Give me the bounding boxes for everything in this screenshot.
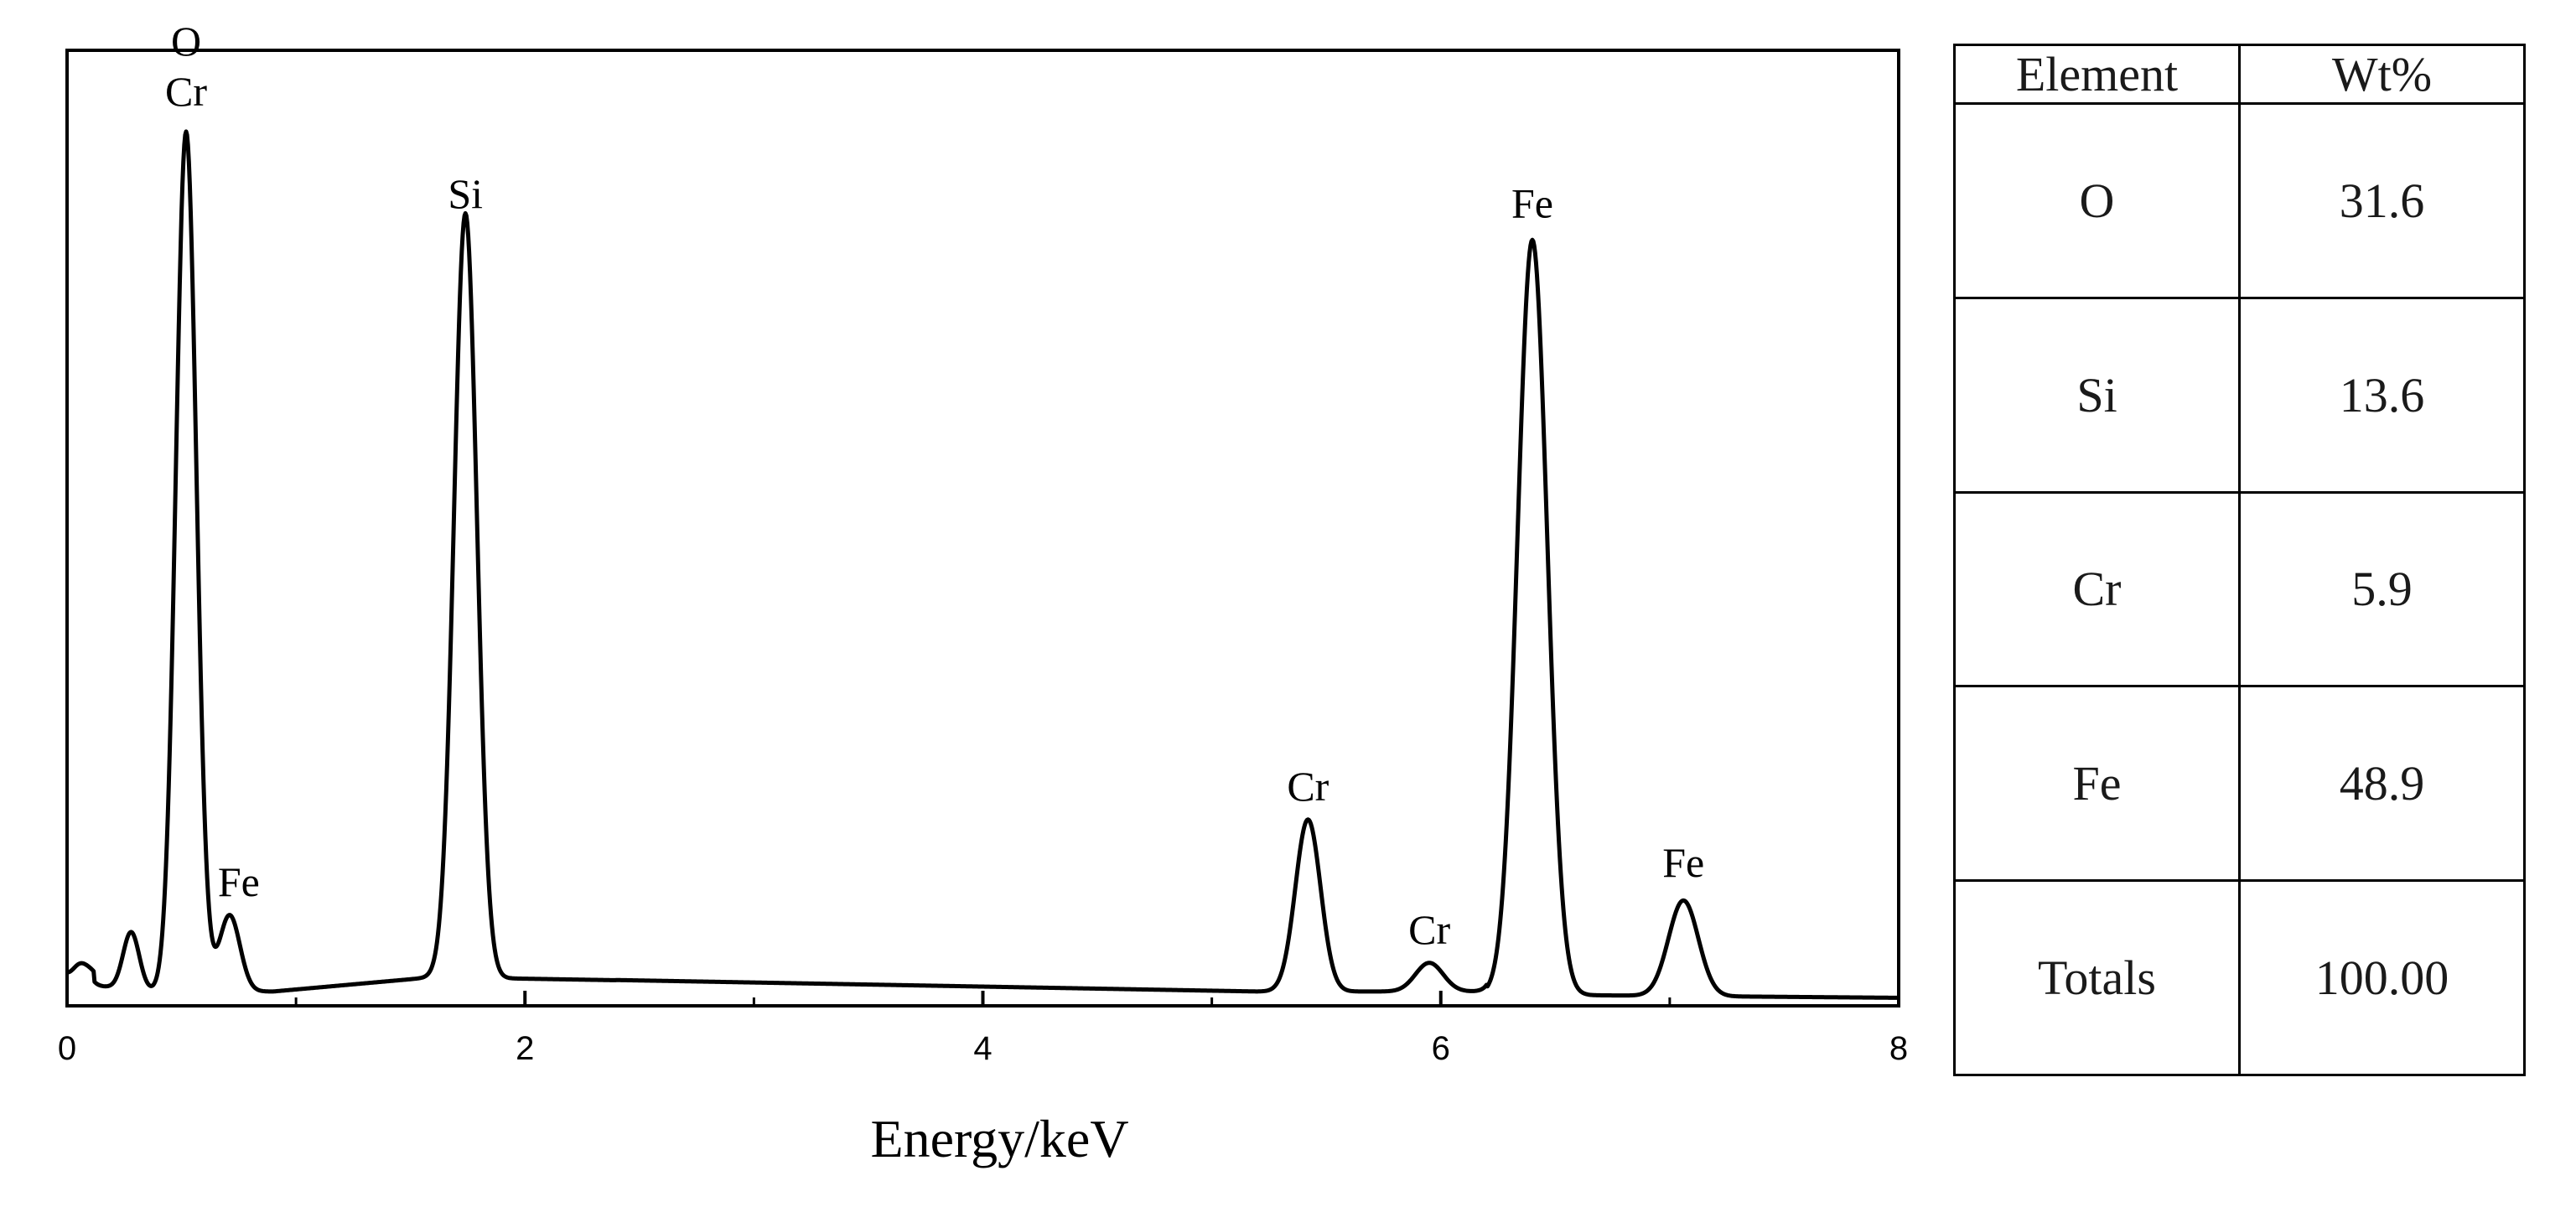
x-tick-label: 4	[973, 1030, 992, 1067]
cell-element: Totals	[1953, 879, 2241, 1076]
peak-label: Fe	[1511, 179, 1553, 226]
table-row: Si 13.6	[1953, 296, 2526, 494]
cell-wt-percent: 48.9	[2238, 685, 2526, 883]
composition-table: Element Wt% O 31.6 Si 13.6 Cr 5.9 Fe 48.…	[1953, 44, 2526, 1076]
composition-table-container: Element Wt% O 31.6 Si 13.6 Cr 5.9 Fe 48.…	[1953, 44, 2526, 1076]
spectrum-line	[65, 129, 1900, 1000]
cell-element: Fe	[1953, 685, 2241, 883]
cell-element: O	[1953, 102, 2241, 299]
table-row: O 31.6	[1953, 102, 2526, 299]
x-tick-label: 8	[1889, 1030, 1908, 1067]
cell-element: Si	[1953, 296, 2241, 494]
header-element: Element	[1953, 44, 2241, 105]
peak-label: Si	[448, 170, 483, 217]
x-tick-label: 6	[1432, 1030, 1450, 1067]
peak-label: Fe	[1662, 839, 1704, 886]
peak-label: Cr	[1408, 906, 1450, 953]
table-row: Totals 100.00	[1953, 879, 2526, 1076]
cell-wt-percent: 100.00	[2238, 879, 2526, 1076]
x-tick-label: 0	[58, 1030, 76, 1067]
peak-label: Cr	[1287, 763, 1329, 810]
x-axis-title: Energy/keV	[870, 1109, 1128, 1168]
cell-element: Cr	[1953, 490, 2241, 688]
x-tick-label: 2	[516, 1030, 534, 1067]
cell-wt-percent: 13.6	[2238, 296, 2526, 494]
peak-label: Fe	[218, 858, 260, 905]
table-row: Fe 48.9	[1953, 685, 2526, 883]
peak-label: O	[171, 18, 201, 65]
plot-frame	[65, 49, 1900, 1008]
table-header-row: Element Wt%	[1953, 44, 2526, 105]
table-row: Cr 5.9	[1953, 490, 2526, 688]
cell-wt-percent: 5.9	[2238, 490, 2526, 688]
cell-wt-percent: 31.6	[2238, 102, 2526, 299]
eds-spectrum-chart: 0 2 4 6 8 Energy/keV O Cr Fe Si Cr Cr Fe Fe	[58, 18, 1908, 1168]
peak-label: Cr	[165, 68, 207, 115]
header-wt-percent: Wt%	[2238, 44, 2526, 105]
